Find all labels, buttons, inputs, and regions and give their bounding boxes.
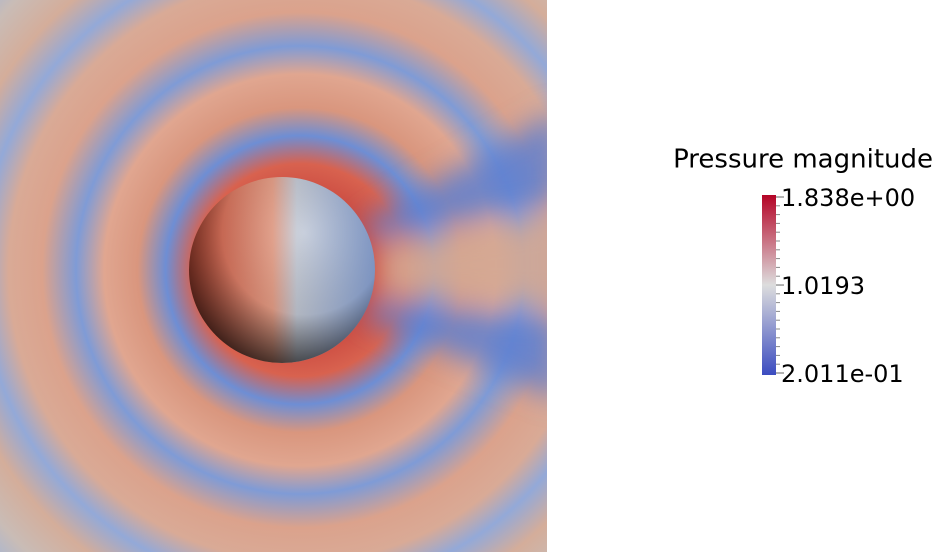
colorbar (762, 195, 776, 375)
tick-label: 1.838e+00 (781, 184, 915, 212)
tick-label: 2.011e-01 (781, 360, 904, 388)
tick-label: 1.0193 (781, 272, 865, 300)
sphere-shading (189, 177, 375, 363)
colorbar-title: Pressure magnitude (673, 145, 933, 175)
visualization: Pressure magnitude 1.838e+00 1.0193 2.011e… (0, 0, 935, 552)
